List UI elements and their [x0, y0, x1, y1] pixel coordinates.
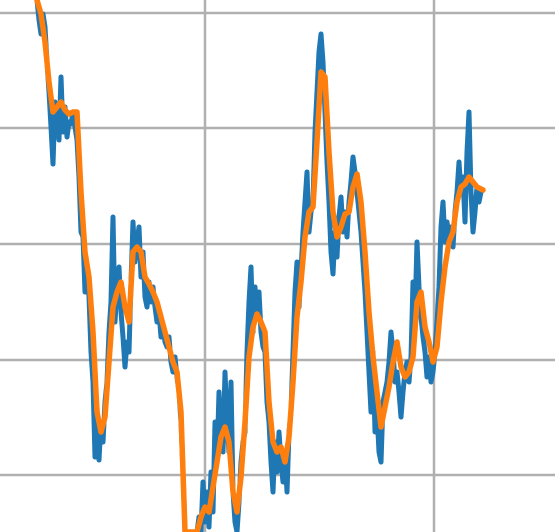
line-chart — [0, 0, 555, 532]
